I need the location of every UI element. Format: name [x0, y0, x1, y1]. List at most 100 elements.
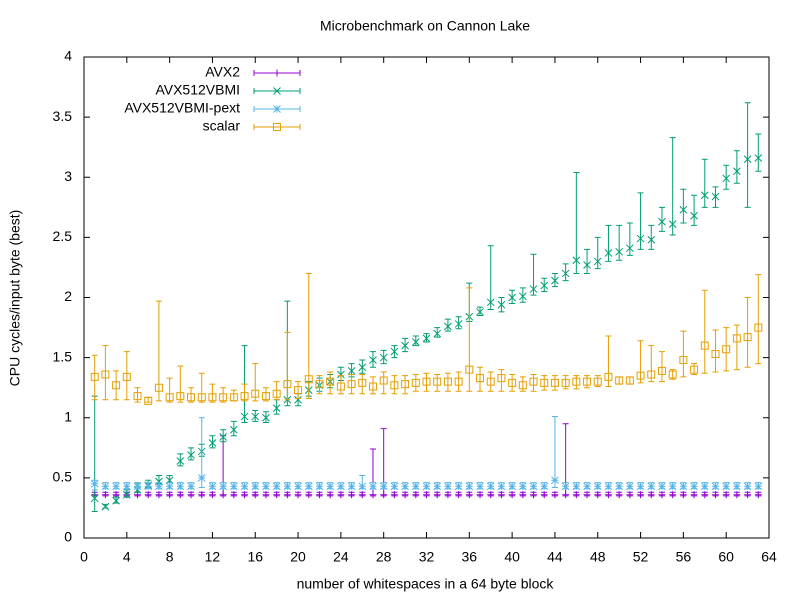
error-bar — [284, 331, 291, 401]
point — [401, 491, 409, 499]
x-tick-label: 0 — [80, 549, 88, 565]
x-tick-label: 12 — [205, 549, 221, 565]
point — [530, 491, 538, 499]
error-bar — [658, 351, 665, 383]
error-bar — [755, 133, 762, 172]
point — [112, 496, 120, 505]
point — [497, 491, 505, 499]
point — [722, 482, 731, 491]
point — [540, 378, 549, 387]
point — [476, 374, 485, 383]
point — [347, 380, 356, 389]
point — [379, 376, 388, 385]
point — [219, 393, 228, 402]
point — [508, 482, 516, 491]
error-bar — [295, 381, 302, 400]
point — [133, 482, 142, 491]
point — [668, 370, 677, 379]
point — [240, 412, 249, 421]
point — [444, 482, 452, 491]
error-bar — [744, 297, 751, 368]
point — [562, 491, 570, 499]
error-bar — [380, 371, 387, 395]
point — [679, 482, 688, 491]
error-bar — [733, 150, 740, 184]
point — [379, 353, 388, 362]
point — [326, 491, 334, 499]
point — [401, 341, 409, 350]
point — [219, 491, 227, 499]
point — [176, 491, 184, 499]
point — [368, 382, 377, 391]
point — [272, 389, 281, 398]
error-bar — [701, 158, 708, 208]
x-tick-label: 36 — [462, 549, 478, 565]
point — [262, 482, 270, 491]
error-bar — [637, 192, 644, 250]
legend-swatch — [253, 124, 301, 130]
point — [572, 377, 581, 386]
error-bar — [434, 327, 441, 338]
point — [294, 386, 303, 395]
point — [144, 396, 153, 405]
point — [401, 380, 410, 389]
point — [273, 491, 281, 499]
plot-border — [83, 56, 770, 539]
point — [304, 375, 313, 384]
error-bar — [562, 263, 569, 282]
point — [668, 220, 677, 229]
point — [551, 276, 559, 285]
error-bar — [509, 373, 516, 392]
point — [336, 382, 345, 391]
point — [476, 491, 484, 499]
point — [529, 377, 538, 386]
point — [754, 323, 763, 332]
point — [529, 285, 538, 293]
point — [540, 482, 549, 491]
point — [626, 482, 634, 491]
error-bar — [594, 236, 601, 270]
error-bar — [605, 335, 612, 387]
point — [657, 366, 666, 375]
x-tick-label: 48 — [590, 549, 606, 565]
point — [251, 491, 259, 499]
error-bar — [155, 300, 162, 402]
point — [733, 167, 741, 176]
point — [112, 482, 120, 491]
error-bar — [188, 387, 195, 403]
error-bar — [402, 375, 409, 395]
point — [615, 376, 624, 385]
point — [637, 491, 645, 499]
error-bar — [519, 287, 526, 303]
point — [583, 377, 592, 386]
point — [443, 377, 452, 386]
error-bar — [412, 335, 419, 347]
point — [219, 433, 227, 441]
point — [208, 482, 217, 491]
error-bar — [669, 137, 676, 236]
point — [390, 482, 399, 491]
error-bar — [530, 253, 537, 296]
x-tick-label: 16 — [247, 549, 263, 565]
error-bar — [273, 399, 280, 415]
point — [379, 482, 388, 491]
point — [540, 281, 549, 290]
point — [508, 293, 516, 302]
point — [165, 393, 174, 402]
error-bar — [498, 369, 505, 392]
point — [690, 491, 698, 499]
y-axis-label: CPU cycles/input byte (best) — [7, 210, 23, 387]
point — [262, 491, 270, 499]
error-bar — [262, 387, 269, 402]
point — [90, 494, 99, 503]
error-bar — [230, 420, 237, 437]
error-bar — [551, 375, 558, 391]
error-bar — [220, 429, 227, 443]
error-bar — [658, 206, 665, 232]
error-bar — [166, 377, 173, 403]
error-bar — [359, 373, 366, 395]
error-bar — [626, 222, 633, 256]
point — [90, 480, 99, 488]
legend-marker — [273, 105, 281, 113]
